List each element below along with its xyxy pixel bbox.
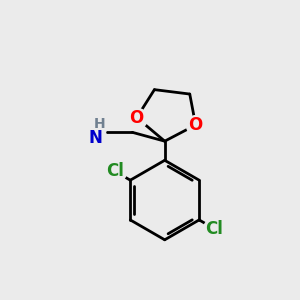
Text: H: H	[94, 117, 106, 131]
Text: Cl: Cl	[106, 162, 124, 180]
Text: N: N	[88, 129, 103, 147]
Text: Cl: Cl	[206, 220, 224, 238]
Text: O: O	[130, 109, 144, 127]
Text: O: O	[188, 116, 203, 134]
